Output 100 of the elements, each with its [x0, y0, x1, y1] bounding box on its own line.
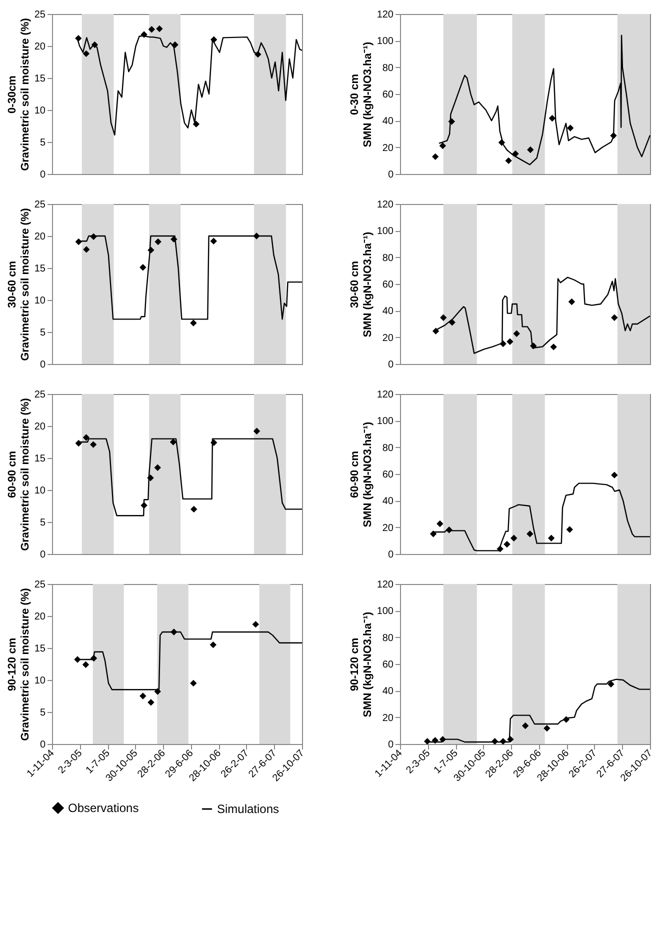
y-tick-label: 60 — [382, 470, 394, 480]
y-tick-label: 80 — [382, 62, 394, 74]
y-axis-title: 0-30cm Gravimetric soil moisture (%) — [6, 18, 32, 171]
y-tick-label: 0 — [40, 170, 46, 180]
y-tick-label: 0 — [388, 170, 394, 180]
y-tick-label: 5 — [40, 518, 46, 528]
point — [140, 264, 146, 271]
point — [83, 246, 90, 253]
point — [530, 342, 537, 350]
y-tick-label: 40 — [382, 116, 394, 128]
point — [566, 526, 574, 533]
point — [148, 699, 154, 706]
point — [91, 41, 98, 48]
point — [507, 736, 514, 743]
y-axis-title: 30-60 cm Gravimetric soil moisture (%) — [6, 208, 32, 361]
point — [500, 738, 506, 745]
y-tick-label: 15 — [34, 74, 46, 84]
y-axis-title: 0-30 cm SMN (kgN-NO3.ha⁻¹) — [348, 41, 374, 148]
y-tick-label: 20 — [382, 712, 394, 724]
point — [154, 238, 162, 246]
point — [148, 246, 154, 254]
point — [190, 680, 197, 687]
point — [550, 344, 557, 350]
point — [90, 654, 98, 662]
point — [510, 534, 518, 542]
y-tick-label: 15 — [34, 454, 46, 464]
point — [611, 314, 618, 321]
y-tick-label: 10 — [34, 106, 46, 116]
y-tick-label: 40 — [382, 306, 394, 318]
point — [74, 656, 81, 663]
y-tick-label: 100 — [376, 226, 394, 238]
point — [500, 340, 506, 348]
point — [90, 233, 97, 240]
y-tick-label: 25 — [34, 580, 46, 590]
point — [254, 50, 262, 58]
y-tick-label: 25 — [34, 200, 46, 210]
point — [505, 157, 512, 164]
y-tick-label: 80 — [382, 442, 394, 454]
y-tick-label: 0 — [388, 550, 394, 560]
y-tick-label: 40 — [382, 496, 394, 508]
point — [140, 502, 148, 509]
y-tick-label: 10 — [34, 296, 46, 306]
point — [252, 620, 259, 628]
y-tick-label: 120 — [376, 200, 394, 210]
point — [432, 328, 440, 334]
point — [526, 530, 534, 538]
y-axis-title: 60-90 cm SMN (kgN-NO3.ha⁻¹) — [348, 421, 374, 528]
point — [210, 238, 217, 244]
point — [498, 139, 506, 146]
point — [210, 439, 218, 446]
y-tick-label: 0 — [40, 360, 46, 370]
y-tick-label: 0 — [40, 550, 46, 560]
point — [446, 526, 452, 534]
point — [436, 520, 444, 528]
y-tick-label: 120 — [376, 10, 394, 20]
point — [440, 314, 447, 321]
point — [439, 142, 446, 150]
y-tick-label: 0 — [388, 740, 394, 750]
point — [253, 232, 260, 240]
y-tick-label: 15 — [34, 644, 46, 654]
point — [170, 236, 178, 243]
point — [154, 464, 161, 471]
point — [170, 438, 177, 446]
point — [190, 320, 197, 326]
y-tick-label: 60 — [382, 280, 394, 290]
y-tick-label: 60 — [382, 660, 394, 670]
point — [506, 338, 514, 345]
point — [210, 36, 218, 43]
point — [562, 716, 570, 723]
point — [432, 153, 439, 160]
point — [522, 722, 529, 730]
y-tick-label: 20 — [34, 422, 46, 432]
point — [548, 534, 555, 542]
y-tick-label: 25 — [34, 390, 46, 400]
point — [75, 440, 82, 447]
y-axis-title: 90-120 cm SMN (kgN-NO3.ha⁻¹) — [348, 611, 374, 718]
point — [568, 298, 576, 306]
y-tick-label: 60 — [382, 90, 394, 100]
point — [496, 546, 504, 552]
y-tick-label: 5 — [40, 138, 46, 148]
y-tick-label: 20 — [382, 142, 394, 154]
y-tick-label: 40 — [382, 686, 394, 698]
point — [527, 146, 534, 154]
point — [430, 530, 437, 538]
point — [512, 150, 519, 158]
y-tick-label: 10 — [34, 676, 46, 686]
y-tick-label: 25 — [34, 10, 46, 20]
point — [140, 692, 146, 700]
legend-label: Observations — [68, 801, 139, 815]
point — [504, 540, 510, 548]
point — [190, 506, 198, 513]
point — [432, 737, 438, 744]
y-tick-label: 80 — [382, 632, 394, 644]
point — [513, 330, 520, 337]
point — [610, 132, 617, 139]
legend-label: Simulations — [217, 802, 280, 816]
y-tick-label: 5 — [40, 328, 46, 338]
y-axis-title: 30-60 cm SMN (kgN-NO3.ha⁻¹) — [348, 231, 374, 338]
y-tick-label: 80 — [382, 252, 394, 264]
point — [544, 724, 550, 732]
